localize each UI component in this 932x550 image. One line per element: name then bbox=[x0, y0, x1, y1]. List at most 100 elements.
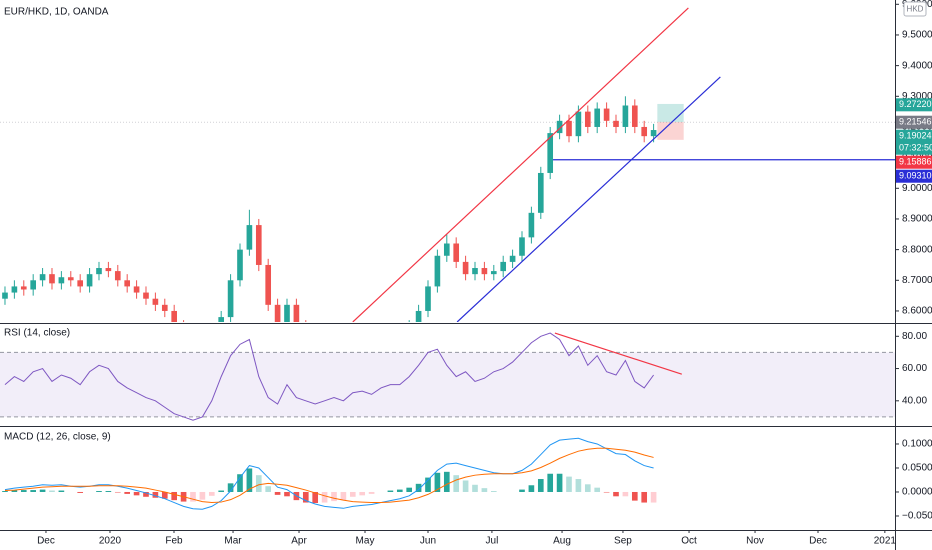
candle-body bbox=[143, 292, 149, 299]
candle-body bbox=[650, 130, 657, 137]
y-tick-label: 0.10000 bbox=[902, 439, 932, 450]
x-tick-label: Oct bbox=[681, 536, 697, 547]
macd-histogram-bar bbox=[340, 491, 347, 501]
macd-histogram-bar bbox=[190, 491, 196, 502]
y-tick-label: 40.00 bbox=[902, 395, 927, 406]
macd-histogram-bar bbox=[30, 490, 37, 492]
candle-body bbox=[11, 286, 18, 293]
y-tick-label: 60.00 bbox=[902, 363, 927, 374]
macd-histogram-bar bbox=[396, 489, 403, 492]
macd-histogram-bar bbox=[171, 491, 178, 501]
candle-body bbox=[218, 317, 225, 322]
candle-body bbox=[124, 280, 131, 287]
x-tick-label: Sep bbox=[614, 536, 632, 547]
macd-pane bbox=[2, 437, 657, 510]
macd-histogram-bar bbox=[556, 473, 563, 492]
candle-body bbox=[39, 274, 46, 281]
candle-body bbox=[20, 286, 27, 290]
rsi-title: RSI (14, close) bbox=[4, 328, 70, 339]
price-label: 9.21546 bbox=[899, 117, 932, 127]
candle-body bbox=[96, 268, 102, 275]
macd-histogram-bar bbox=[133, 491, 140, 496]
trend-line bbox=[456, 76, 721, 322]
price-pane bbox=[0, 7, 895, 322]
macd-histogram-bar bbox=[143, 491, 149, 497]
candle-body bbox=[49, 274, 55, 284]
candle-body bbox=[67, 277, 74, 281]
y-tick-label: 80.00 bbox=[902, 331, 927, 342]
macd-histogram-bar bbox=[528, 485, 535, 492]
candle-body bbox=[86, 274, 93, 287]
symbol-title: EUR/HKD, 1D, OANDA bbox=[4, 7, 109, 18]
trend-line bbox=[554, 332, 682, 375]
macd-histogram-bar bbox=[321, 491, 328, 503]
x-tick-label: Apr bbox=[291, 536, 307, 547]
macd-histogram-bar bbox=[274, 491, 281, 495]
candle-body bbox=[293, 304, 300, 322]
candle-body bbox=[105, 268, 112, 272]
candle-body bbox=[2, 292, 8, 299]
macd-histogram-bar bbox=[566, 476, 572, 492]
macd-histogram-bar bbox=[537, 479, 544, 492]
candle-body bbox=[584, 111, 591, 127]
rsi-pane bbox=[0, 332, 895, 421]
macd-histogram-bar bbox=[302, 491, 309, 503]
macd-histogram-bar bbox=[368, 491, 375, 494]
macd-histogram-bar bbox=[227, 483, 234, 492]
signal-line bbox=[4, 447, 654, 504]
macd-histogram-bar bbox=[124, 491, 131, 494]
macd-histogram-bar bbox=[631, 491, 638, 501]
macd-histogram-bar bbox=[613, 491, 619, 497]
macd-histogram-bar bbox=[584, 484, 591, 492]
macd-histogram-bar bbox=[49, 490, 55, 492]
candle-body bbox=[265, 264, 272, 305]
candle-body bbox=[556, 120, 563, 134]
candle-body bbox=[284, 304, 290, 322]
candle-body bbox=[566, 120, 572, 137]
y-tick-label: 9.50000 bbox=[902, 30, 932, 41]
macd-histogram-bar bbox=[331, 491, 337, 502]
macd-histogram-bar bbox=[161, 491, 168, 499]
price-label: 9.09310 bbox=[899, 171, 932, 181]
countdown-label: 07:32:50 bbox=[899, 143, 932, 153]
y-tick-label: 9.40000 bbox=[902, 60, 932, 71]
macd-histogram-bar bbox=[622, 491, 629, 497]
price-label: 9.15886 bbox=[899, 157, 932, 167]
macd-histogram-bar bbox=[481, 488, 488, 492]
macd-histogram-bar bbox=[519, 489, 525, 492]
price-label-box bbox=[896, 169, 932, 183]
candle-body bbox=[519, 237, 525, 256]
candle-body bbox=[227, 280, 234, 318]
price-label-box bbox=[896, 98, 932, 112]
candle-body bbox=[133, 286, 140, 293]
candle-body bbox=[171, 310, 178, 322]
macd-histogram-bar bbox=[58, 490, 65, 492]
candle-body bbox=[443, 243, 450, 256]
candle-body bbox=[246, 225, 253, 250]
x-tick-label: Nov bbox=[746, 536, 764, 547]
macd-histogram-bar bbox=[255, 475, 262, 492]
macd-histogram-bar bbox=[650, 491, 657, 503]
position-stop bbox=[657, 122, 684, 140]
price-label-box bbox=[896, 129, 932, 155]
y-tick-label: 8.80000 bbox=[902, 244, 932, 255]
macd-histogram-bar bbox=[152, 491, 159, 498]
macd-histogram-bar bbox=[359, 491, 366, 496]
currency-badge[interactable] bbox=[903, 1, 927, 17]
candle-body bbox=[114, 271, 121, 281]
macd-histogram-bar bbox=[77, 491, 84, 493]
macd-title: MACD (12, 26, close, 9) bbox=[4, 432, 111, 443]
candle-body bbox=[603, 108, 610, 121]
candle-body bbox=[537, 172, 544, 213]
x-tick-label: 2021 bbox=[874, 536, 897, 547]
macd-histogram-bar bbox=[39, 489, 46, 492]
macd-histogram-bar bbox=[284, 491, 290, 497]
candle-body bbox=[622, 105, 629, 127]
x-tick-label: Dec bbox=[37, 536, 55, 547]
candle-body bbox=[237, 249, 243, 281]
macd-histogram-bar bbox=[265, 486, 272, 492]
price-label-box bbox=[896, 155, 932, 169]
